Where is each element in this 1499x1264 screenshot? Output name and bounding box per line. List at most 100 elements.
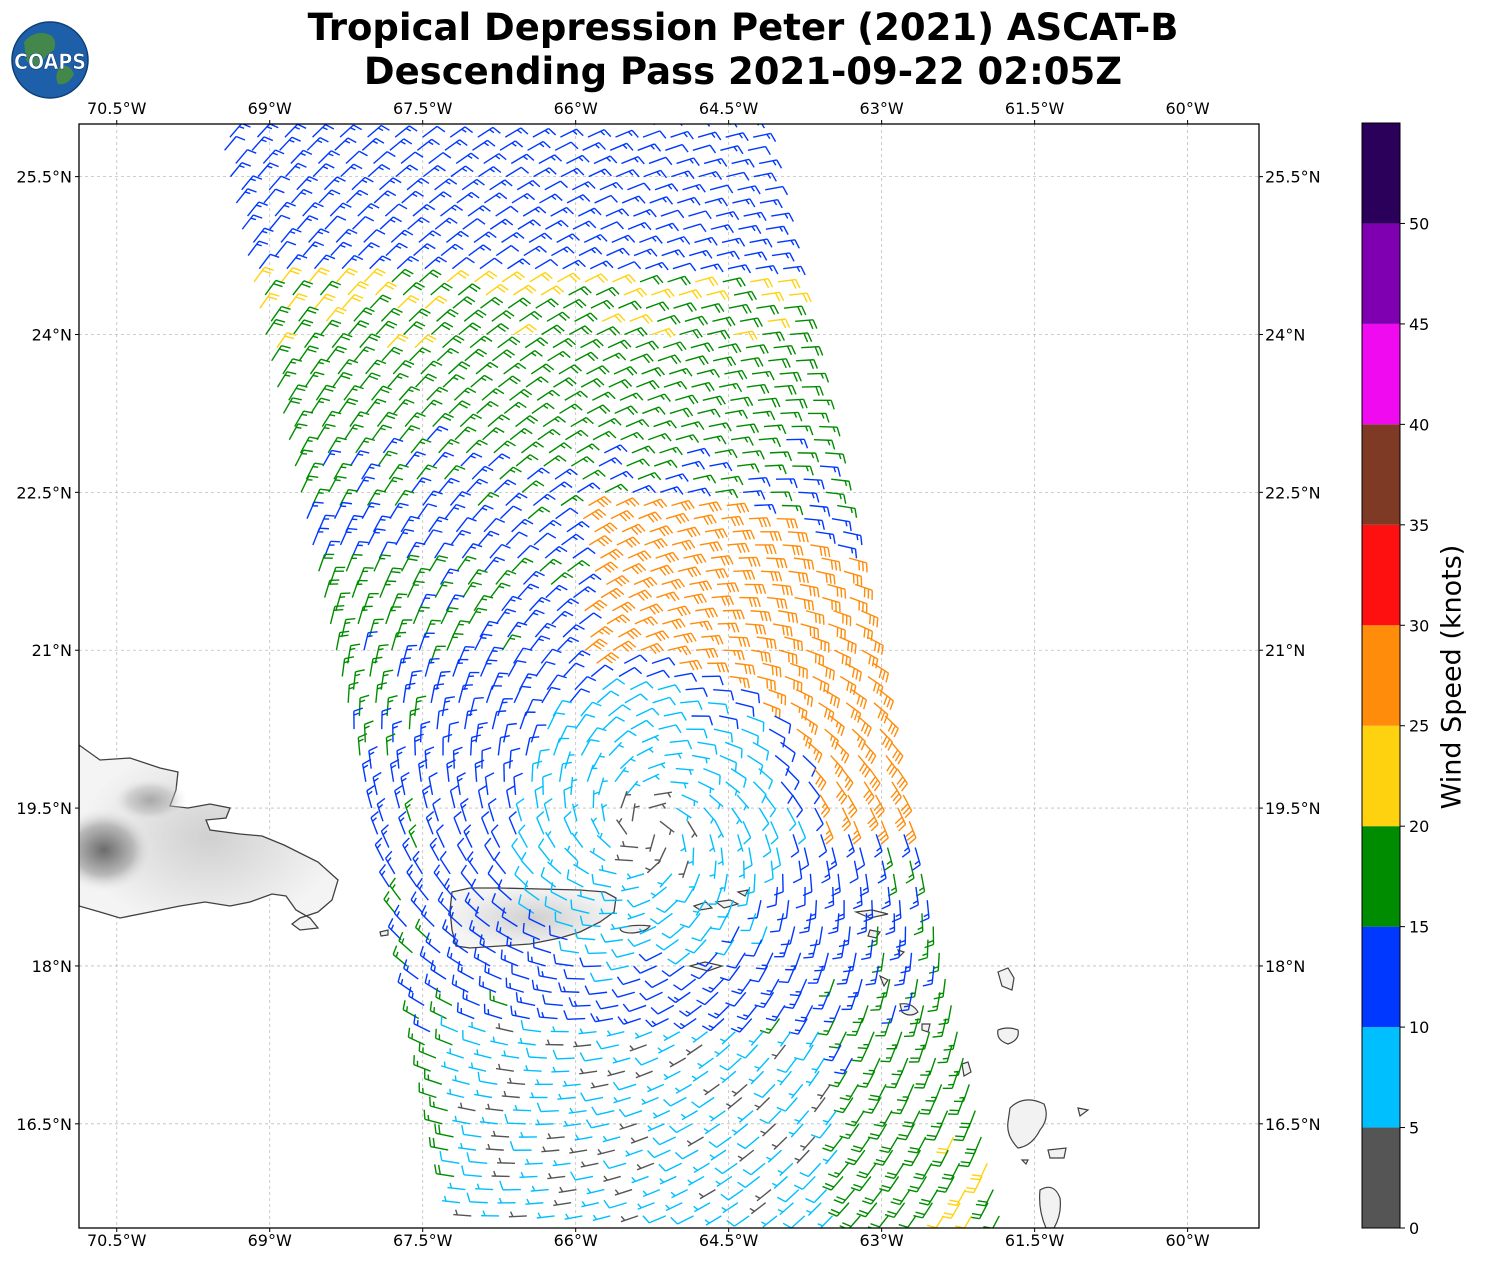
wind-barb [564, 845, 578, 862]
wind-barb [495, 1063, 514, 1072]
wind-barb [582, 469, 606, 480]
wind-barb [681, 794, 699, 807]
wind-barb [674, 672, 698, 682]
wind-barb [693, 1202, 711, 1213]
wind-barb [363, 229, 386, 243]
wind-barb [464, 709, 478, 730]
wind-barb [501, 1090, 520, 1099]
wind-barb [511, 192, 535, 204]
wind-barb [378, 177, 402, 191]
wind-barb [762, 702, 781, 719]
wind-barb [795, 887, 806, 909]
wind-barb [690, 965, 713, 980]
wind-barb [462, 581, 482, 598]
wind-barb [449, 784, 459, 809]
wind-barb [671, 170, 695, 180]
wind-barb [828, 847, 838, 871]
wind-barb [868, 768, 881, 792]
wind-barb [612, 1081, 637, 1091]
wind-barb [889, 939, 901, 961]
wind-barb [863, 741, 877, 765]
wind-barb [661, 965, 685, 977]
wind-barb [517, 219, 541, 230]
wind-barb [564, 390, 588, 401]
wind-barb [528, 596, 551, 612]
wind-barb [913, 1162, 933, 1180]
wind-barb [563, 969, 585, 980]
wind-barb [686, 124, 711, 127]
wind-barb [692, 899, 707, 916]
wind-barb [752, 781, 767, 804]
wind-barb [667, 991, 691, 1004]
wind-barb [428, 772, 438, 796]
wind-barb [652, 1110, 671, 1119]
wind-barb [509, 1141, 532, 1151]
wind-barb [646, 1083, 665, 1093]
wind-barb [447, 361, 471, 375]
wind-barb [590, 664, 614, 678]
wind-barb [580, 1161, 599, 1168]
wind-barb [389, 758, 400, 782]
wind-barb [622, 1003, 647, 1013]
wind-barb [598, 865, 617, 875]
lon-tick-label-top: 63°W [860, 99, 904, 118]
wind-barb [801, 385, 824, 396]
wind-barb [328, 475, 347, 493]
wind-barb [339, 124, 362, 138]
wind-barb [545, 219, 569, 230]
wind-barb [546, 311, 571, 322]
lat-tick-label-left: 21°N [32, 641, 72, 660]
wind-barb [330, 241, 352, 257]
wind-barb [754, 1057, 770, 1072]
wind-barb [639, 274, 664, 285]
colorbar-tick-label: 15 [1409, 918, 1429, 937]
wind-barb [398, 811, 407, 835]
wind-barb [531, 760, 543, 782]
wind-barb [743, 211, 767, 222]
lat-tick-label-right: 21°N [1265, 641, 1305, 660]
wind-barb [789, 292, 812, 303]
wind-barb [740, 357, 764, 368]
wind-barb [780, 741, 796, 763]
wind-barb [434, 581, 454, 598]
wind-barb [343, 424, 364, 441]
wind-barb [507, 1077, 526, 1086]
wind-barb [329, 202, 352, 217]
wind-barb [655, 939, 679, 951]
wind-barb [395, 528, 415, 546]
wind-barb [606, 1030, 625, 1037]
wind-barb [462, 1030, 481, 1046]
wind-barb [481, 811, 490, 835]
wind-barb [829, 715, 845, 737]
wind-barb [547, 859, 562, 875]
wind-barb [708, 1136, 732, 1148]
wind-barb [909, 886, 920, 910]
wind-barb [292, 280, 314, 296]
wind-barb [571, 803, 579, 822]
wind-barb [598, 457, 623, 467]
wind-barb [353, 307, 375, 322]
wind-barb [600, 548, 624, 561]
wind-barb [627, 182, 651, 191]
wind-barb [304, 332, 325, 349]
wind-barb [467, 205, 491, 217]
wind-barb [730, 1018, 753, 1033]
wind-barb [280, 227, 302, 243]
wind-barb [724, 409, 748, 419]
wind-barb [436, 708, 449, 730]
wind-barb [452, 746, 463, 769]
wind-barb [483, 192, 508, 204]
wind-barb [805, 610, 825, 625]
wind-barb [457, 961, 475, 980]
wind-barb [627, 550, 652, 562]
wind-barb [527, 506, 551, 520]
wind-barb [674, 1083, 693, 1094]
wind-barb [764, 860, 774, 884]
wind-barb [764, 794, 777, 818]
wind-barb [665, 143, 689, 153]
wind-barb [657, 314, 681, 325]
wind-barb [347, 281, 370, 296]
wind-barb [452, 296, 476, 309]
wind-barb [342, 293, 364, 309]
wind-barb [589, 847, 606, 862]
